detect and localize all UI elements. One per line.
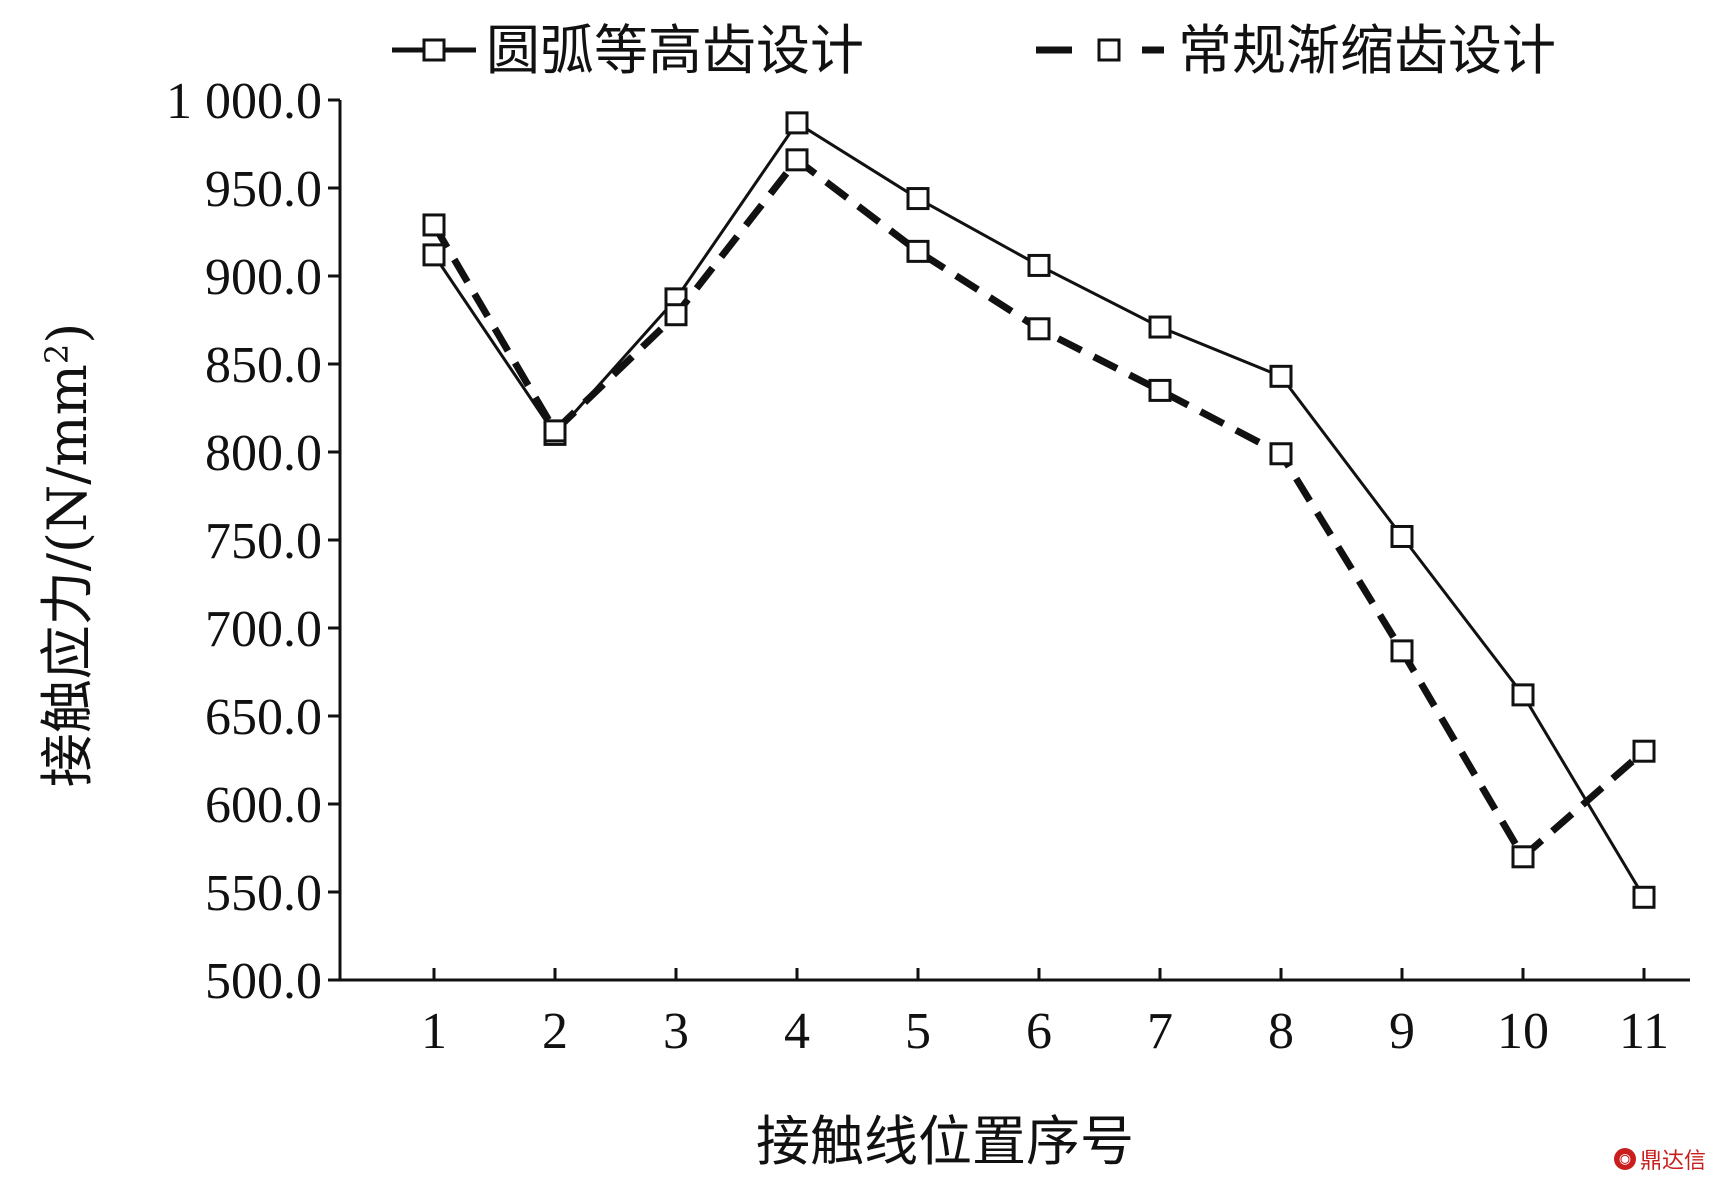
data-point-marker (1390, 639, 1414, 663)
data-point-marker (1269, 364, 1293, 388)
y-tick-label: 650.0 (205, 689, 322, 746)
y-tick-label: 900.0 (205, 249, 322, 306)
y-axis-title: 接触应力/(N/mm2) (36, 323, 99, 788)
y-axis-title-close: ) (36, 323, 99, 344)
y-tick-label: 700.0 (205, 601, 322, 658)
x-tick-label: 8 (1268, 1003, 1294, 1060)
y-tick-label: 800.0 (205, 425, 322, 482)
data-point-marker (664, 303, 688, 327)
y-axis-title-main: 接触应力/(N/mm (36, 364, 99, 787)
x-tick-label: 3 (663, 1003, 689, 1060)
data-point-marker (1511, 845, 1535, 869)
y-tick-label: 750.0 (205, 513, 322, 570)
data-point-marker (1390, 524, 1414, 548)
legend-label-2: 常规渐缩齿设计 (1178, 19, 1556, 82)
data-point-marker (1148, 315, 1172, 339)
watermark-text: 鼎达信 (1639, 1149, 1706, 1174)
y-tick-label: 850.0 (205, 337, 322, 394)
legend-marker (422, 38, 446, 62)
x-tick-label: 4 (784, 1003, 810, 1060)
x-tick-label: 11 (1619, 1003, 1669, 1060)
x-tick-label: 7 (1147, 1003, 1173, 1060)
data-point-marker (422, 213, 446, 237)
data-point-marker (1632, 885, 1656, 909)
data-point-marker (1148, 378, 1172, 402)
x-tick-label: 6 (1026, 1003, 1052, 1060)
legend: 圆弧等高齿设计 常规渐缩齿设计 (392, 19, 1556, 82)
y-tick-label: 550.0 (205, 865, 322, 922)
x-tick-label: 1 (421, 1003, 447, 1060)
x-tick-label: 2 (542, 1003, 568, 1060)
series-layer (422, 111, 1656, 909)
data-point-marker (906, 187, 930, 211)
y-tick-label: 600.0 (205, 777, 322, 834)
legend-entry-1: 圆弧等高齿设计 (392, 19, 864, 82)
y-tick-label: 1 000.0 (166, 73, 322, 130)
legend-entry-2: 常规渐缩齿设计 (1036, 19, 1556, 82)
data-point-marker (785, 148, 809, 172)
y-tick-label: 500.0 (205, 953, 322, 1010)
data-point-marker (785, 111, 809, 135)
x-tick-label: 5 (905, 1003, 931, 1060)
series-1 (422, 111, 1656, 909)
x-tick-label: 9 (1389, 1003, 1415, 1060)
data-point-marker (1632, 739, 1656, 763)
legend-marker (1097, 38, 1121, 62)
data-point-marker (1027, 253, 1051, 277)
y-tick-label: 950.0 (205, 161, 322, 218)
watermark: ◉ 鼎达信 (1613, 1143, 1706, 1175)
data-point-marker (1269, 442, 1293, 466)
data-point-marker (422, 243, 446, 267)
series-line (432, 120, 1646, 899)
x-tick-label: 10 (1497, 1003, 1549, 1060)
data-point-marker (906, 239, 930, 263)
data-point-marker (1027, 317, 1051, 341)
data-point-marker (543, 419, 567, 443)
y-axis-title-superscript: 2 (38, 344, 76, 364)
legend-label-1: 圆弧等高齿设计 (486, 19, 864, 82)
series-2 (422, 148, 1656, 869)
data-point-marker (1511, 683, 1535, 707)
x-axis-title: 接触线位置序号 (756, 1110, 1134, 1173)
axes: 500.0 550.0 600.0 650.0 700.0 750.0 800.0 850.0… (166, 73, 1690, 1060)
logo-icon: ◉ (1613, 1148, 1636, 1170)
